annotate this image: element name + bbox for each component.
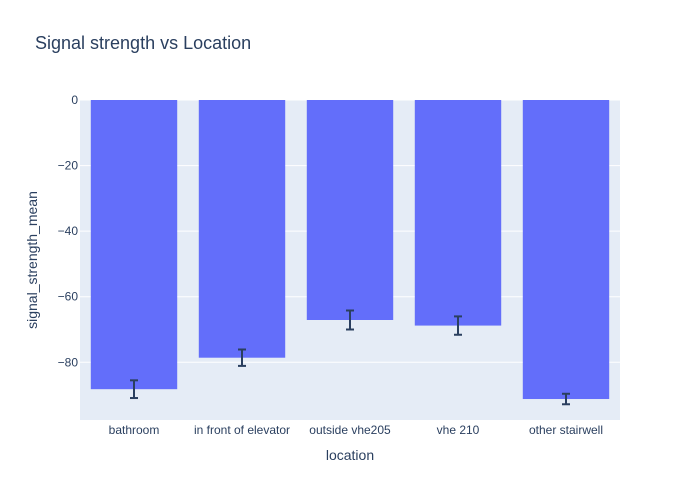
bar (198, 100, 286, 358)
x-tick-label: vhe 210 (437, 423, 480, 437)
x-tick-label: outside vhe205 (309, 423, 391, 437)
x-axis-title: location (326, 447, 374, 463)
y-axis-ticks: 0 −20 −40 −60 −80 (58, 93, 79, 369)
x-tick-label: in front of elevator (194, 423, 290, 437)
bars (90, 100, 610, 400)
error-bar (562, 392, 570, 406)
error-bars (130, 309, 570, 406)
chart-title: Signal strength vs Location (35, 33, 252, 53)
x-tick-label: other stairwell (529, 423, 603, 437)
error-bar (454, 315, 462, 336)
bar (414, 100, 502, 326)
bar (306, 100, 394, 320)
error-bar (130, 379, 138, 400)
bar (522, 100, 610, 400)
bar (90, 100, 178, 390)
y-tick-label: 0 (71, 93, 78, 107)
x-tick-label: bathroom (109, 423, 160, 437)
y-axis-title: signal_strength_mean (24, 191, 40, 329)
y-tick-label: −80 (58, 355, 79, 369)
y-tick-label: −60 (58, 290, 79, 304)
error-bar (346, 309, 354, 331)
y-tick-label: −20 (58, 159, 79, 173)
x-axis-ticks: bathroom in front of elevator outside vhe2… (109, 423, 603, 437)
error-bar (238, 348, 246, 367)
y-tick-label: −40 (58, 224, 79, 238)
